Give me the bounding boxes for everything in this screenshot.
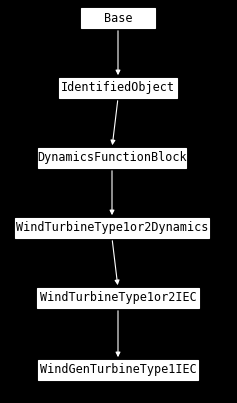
FancyBboxPatch shape: [37, 288, 199, 308]
Text: WindTurbineType1or2Dynamics: WindTurbineType1or2Dynamics: [16, 222, 208, 235]
FancyBboxPatch shape: [81, 8, 155, 28]
FancyBboxPatch shape: [38, 360, 198, 380]
Text: WindTurbineType1or2IEC: WindTurbineType1or2IEC: [40, 291, 196, 305]
Text: Base: Base: [104, 12, 132, 25]
Text: DynamicsFunctionBlock: DynamicsFunctionBlock: [37, 152, 187, 164]
FancyBboxPatch shape: [38, 148, 186, 168]
FancyBboxPatch shape: [15, 218, 209, 238]
Text: WindGenTurbineType1IEC: WindGenTurbineType1IEC: [40, 364, 196, 376]
Text: IdentifiedObject: IdentifiedObject: [61, 81, 175, 94]
FancyBboxPatch shape: [59, 78, 177, 98]
